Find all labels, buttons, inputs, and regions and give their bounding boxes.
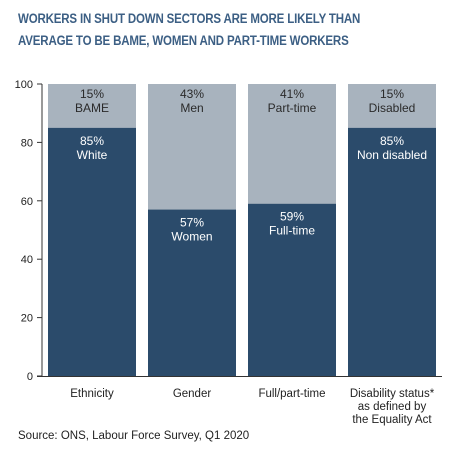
data-label: 15% [380,87,404,101]
data-label: White [77,148,108,162]
data-label: Women [171,230,212,244]
data-label: Non disabled [357,148,427,162]
y-tick-label: 0 [27,371,33,383]
data-label: Part-time [268,101,317,115]
y-tick-label: 40 [21,254,33,266]
y-tick-label: 60 [21,196,33,208]
y-tick-label: 80 [21,137,33,149]
bar-segment-bottom [148,209,236,376]
x-tick-label: Gender [173,388,212,400]
data-label: Disabled [369,101,416,115]
bar-segment-top [148,84,236,210]
bar-segment-top [48,84,136,128]
bar-segment-bottom [248,203,336,376]
data-label: BAME [75,101,109,115]
x-tick-label: Disability status* [350,388,435,400]
data-label: 85% [80,134,104,148]
source-note: Source: ONS, Labour Force Survey, Q1 202… [18,430,250,442]
bar-segment-bottom [348,127,436,376]
data-label: 41% [280,87,304,101]
bar-segment-bottom [48,127,136,376]
data-label: 15% [80,87,104,101]
data-label: Men [180,101,203,115]
x-tick-label: Ethnicity [70,388,114,400]
data-label: Full-time [269,224,315,238]
y-tick-label: 100 [15,79,33,91]
y-tick-label: 20 [21,313,33,325]
x-tick-label: as defined by [358,401,427,413]
bar-segment-top [348,84,436,128]
data-label: 43% [180,87,204,101]
title-line-2: AVERAGE TO BE BAME, WOMEN AND PART-TIME … [18,33,349,48]
x-tick-label: the Equality Act [352,414,432,426]
chart-title: WORKERS IN SHUT DOWN SECTORS ARE MORE LI… [18,8,388,52]
x-tick-label: Full/part-time [258,388,325,400]
bar-segment-top [248,84,336,204]
title-line-1: WORKERS IN SHUT DOWN SECTORS ARE MORE LI… [18,11,361,26]
data-label: 85% [380,134,404,148]
data-label: 59% [280,210,304,224]
data-label: 57% [180,216,204,230]
